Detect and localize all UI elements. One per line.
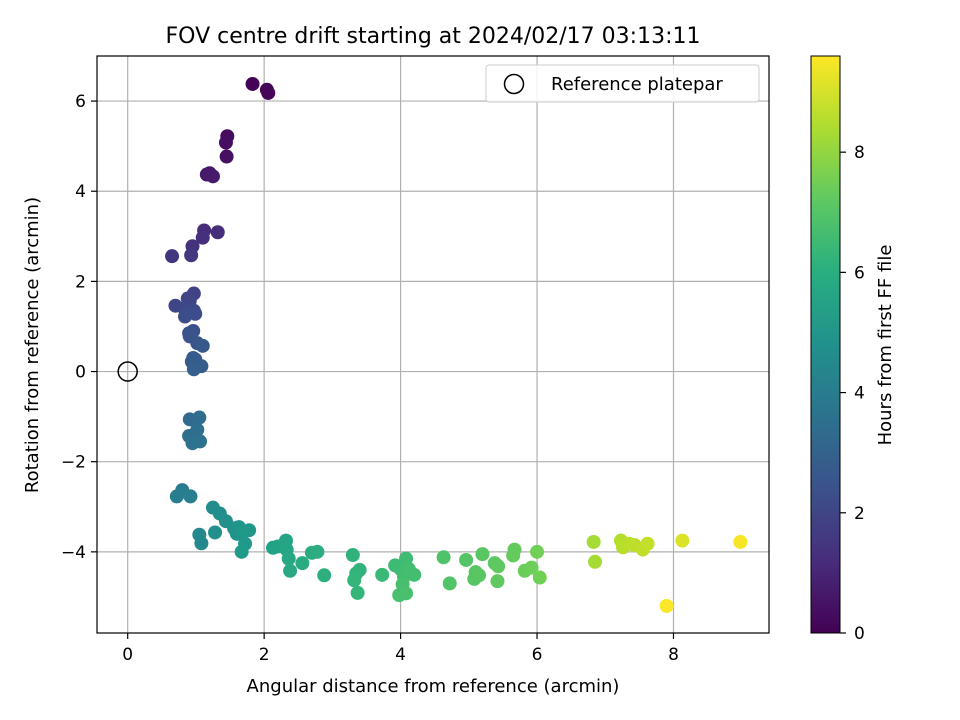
axis-ticks: 0 2 4 6 8 −4 −2 0 2 4 6: [61, 92, 679, 665]
colorbar-gradient: [810, 55, 841, 634]
data-point: [491, 559, 506, 574]
legend: Reference platepar: [485, 64, 760, 103]
colorbar-ticks: 0 2 4 6 8: [840, 143, 865, 644]
data-point: [375, 567, 390, 582]
y-tick-label: 6: [75, 92, 86, 112]
colorbar-tick-label: 8: [854, 143, 865, 163]
data-point: [261, 85, 276, 100]
x-axis-label: Angular distance from reference (arcmin): [247, 676, 620, 697]
legend-label: Reference platepar: [551, 74, 723, 95]
data-point: [506, 548, 521, 563]
x-tick-label: 0: [122, 645, 133, 665]
colorbar-label: Hours from first FF file: [875, 245, 896, 446]
data-point: [184, 248, 199, 263]
chart-title: FOV centre drift starting at 2024/02/17 …: [166, 24, 701, 49]
x-tick-label: 4: [395, 645, 406, 665]
colorbar-tick-label: 0: [854, 624, 865, 644]
data-point: [165, 249, 180, 264]
data-point: [234, 544, 249, 559]
reference-platepar-marker: [117, 361, 138, 382]
data-point: [219, 149, 234, 164]
data-point: [183, 489, 198, 504]
data-point: [194, 536, 209, 551]
legend-marker-open-circle: [503, 73, 525, 95]
y-tick-label: −2: [61, 453, 86, 473]
grid-lines: [97, 56, 769, 633]
colorbar-tick-label: 6: [854, 263, 865, 283]
data-point: [169, 489, 184, 504]
data-point: [295, 556, 310, 571]
data-point: [640, 536, 655, 551]
data-point: [436, 550, 451, 565]
data-point: [208, 525, 223, 540]
data-point: [459, 552, 474, 567]
data-point: [218, 135, 233, 150]
colorbar-tick-label: 2: [854, 504, 865, 524]
legend-box: [485, 64, 760, 103]
data-point: [310, 544, 325, 559]
x-tick-label: 2: [259, 645, 270, 665]
data-point: [475, 547, 490, 562]
data-point: [281, 551, 296, 566]
data-point: [317, 568, 332, 583]
scatter-points: [117, 76, 748, 613]
data-point: [532, 570, 547, 585]
y-tick-label: 4: [75, 182, 86, 202]
data-point: [352, 562, 367, 577]
y-tick-label: 0: [75, 363, 86, 383]
data-point: [188, 306, 203, 321]
data-point: [399, 586, 414, 601]
data-point: [195, 230, 210, 245]
plot-area-frame: [96, 55, 770, 634]
data-point: [407, 567, 422, 582]
data-point: [347, 573, 362, 588]
data-point: [586, 534, 601, 549]
y-tick-label: −4: [61, 543, 86, 563]
data-point: [675, 533, 690, 548]
colorbar-tick-label: 4: [854, 384, 865, 404]
data-point: [524, 560, 539, 575]
data-point: [245, 76, 260, 91]
y-axis-label: Rotation from reference (arcmin): [22, 197, 43, 493]
data-point: [472, 568, 487, 583]
data-point: [530, 544, 545, 559]
data-point: [185, 436, 200, 451]
data-point: [210, 225, 225, 240]
data-point: [733, 534, 748, 549]
data-point: [442, 576, 457, 591]
data-point: [195, 338, 210, 353]
data-point: [659, 598, 674, 613]
data-point: [350, 585, 365, 600]
data-point: [588, 554, 603, 569]
data-point: [205, 169, 220, 184]
data-point: [192, 410, 207, 425]
x-tick-label: 8: [668, 645, 679, 665]
y-tick-label: 2: [75, 272, 86, 292]
data-point: [490, 574, 505, 589]
data-point: [283, 563, 298, 578]
x-tick-label: 6: [532, 645, 543, 665]
data-point: [345, 548, 360, 563]
data-point: [186, 362, 201, 377]
colorbar: 0 2 4 6 8 Hours from first FF file: [810, 55, 896, 644]
data-point: [242, 523, 257, 538]
